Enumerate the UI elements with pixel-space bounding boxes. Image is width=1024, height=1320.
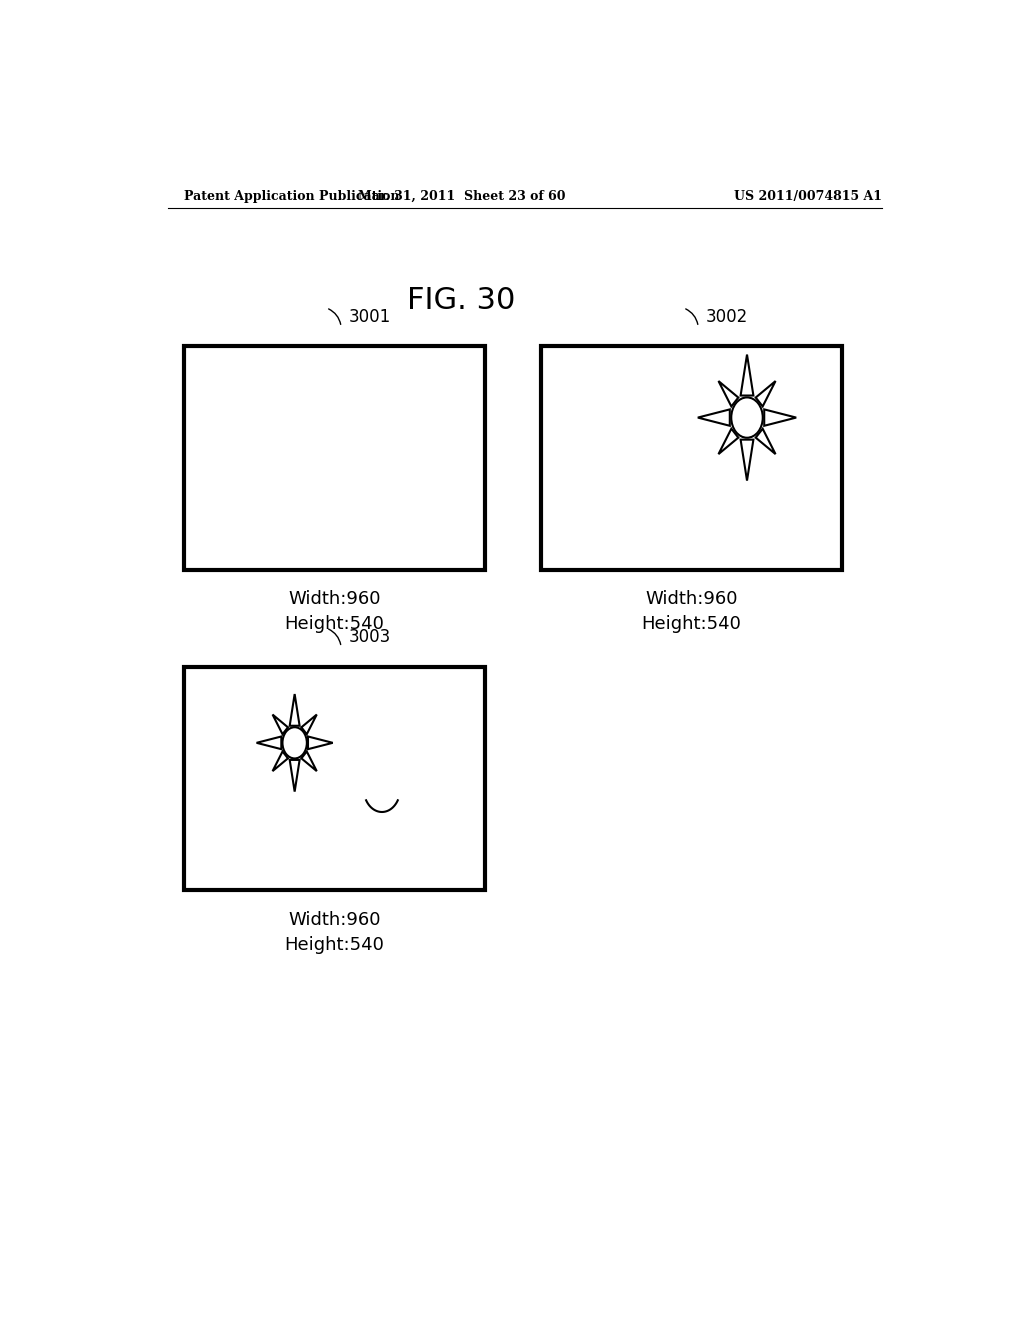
Text: US 2011/0074815 A1: US 2011/0074815 A1 — [734, 190, 882, 202]
Text: FIG. 30: FIG. 30 — [408, 286, 515, 315]
Circle shape — [369, 775, 374, 781]
Text: Mar. 31, 2011  Sheet 23 of 60: Mar. 31, 2011 Sheet 23 of 60 — [357, 190, 565, 202]
Circle shape — [283, 727, 307, 759]
Text: Width:960
Height:540: Width:960 Height:540 — [641, 590, 741, 634]
Text: 3002: 3002 — [706, 308, 748, 326]
Bar — [183, 346, 485, 570]
Text: Patent Application Publication: Patent Application Publication — [183, 190, 399, 202]
Circle shape — [390, 775, 395, 781]
Bar — [541, 346, 842, 570]
Text: Width:960
Height:540: Width:960 Height:540 — [285, 590, 384, 634]
Circle shape — [731, 397, 763, 438]
Text: 3003: 3003 — [348, 628, 390, 647]
Text: Width:960
Height:540: Width:960 Height:540 — [285, 911, 384, 953]
Text: 3001: 3001 — [348, 308, 390, 326]
Bar — [183, 667, 485, 890]
